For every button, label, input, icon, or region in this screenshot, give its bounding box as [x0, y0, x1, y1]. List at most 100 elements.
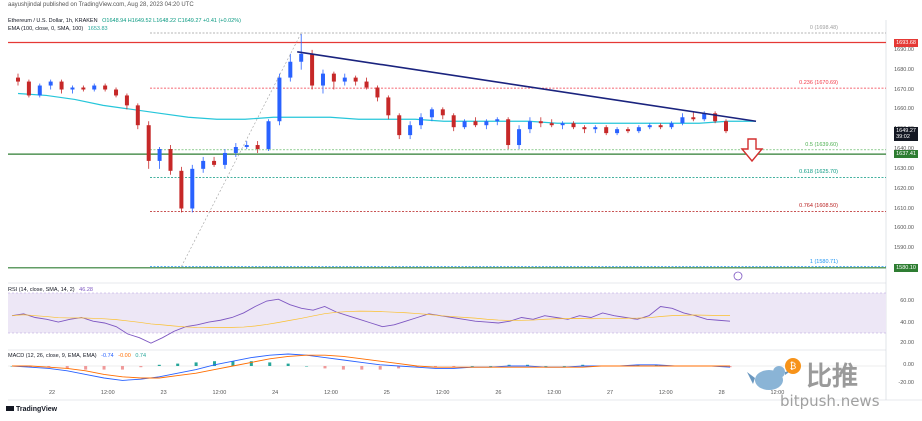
candle-body [582, 127, 587, 130]
candle-body [506, 119, 511, 146]
macd-v2: -0.00 [118, 353, 131, 359]
price-axis-label: 1600.00 [894, 225, 914, 232]
candle-body [462, 121, 467, 128]
candle-body [37, 85, 42, 96]
macd-histogram-bar [415, 366, 419, 368]
price-axis-label: 1670.00 [894, 86, 914, 93]
candle-body [571, 123, 576, 128]
watermark-en: bitpush.news [780, 392, 880, 410]
price-axis-label: 1590.00 [894, 245, 914, 252]
macd-histogram-bar [286, 363, 290, 366]
candle-body [724, 121, 728, 132]
candle-body [190, 168, 195, 209]
macd-histogram-bar [213, 361, 217, 366]
candle-body [331, 73, 336, 82]
fib-label-0.5: 0.5 (1639.60) [805, 141, 838, 148]
macd-histogram-bar [433, 366, 437, 368]
tradingview-logo-icon [6, 406, 14, 411]
macd-axis-20: 20.00 [900, 340, 914, 346]
macd-histogram-bar [139, 366, 143, 368]
candle-body [364, 81, 369, 88]
macd-v3: 0.74 [135, 353, 147, 359]
footer-brand[interactable]: TradingView [6, 406, 57, 413]
candle-body [168, 149, 173, 171]
footer-brand-label: TradingView [16, 406, 58, 413]
time-axis-label: 12:00 [324, 390, 338, 396]
price-axis-label: 1640.00 [894, 146, 914, 152]
macd-histogram-bar [268, 362, 272, 366]
ohlc-values: O1648.94 H1649.52 L1648.22 C1649.27 +0.4… [102, 18, 241, 24]
candle-body [244, 145, 249, 148]
candle-body [81, 87, 86, 90]
candle-body [604, 127, 609, 134]
macd-histogram-bar [544, 366, 548, 367]
candles [16, 33, 728, 213]
candle-body [92, 85, 97, 90]
price-tag-countdown: 39:02 [896, 133, 910, 140]
price-tag: 1649.27 39:02 [894, 126, 918, 141]
candle-body [419, 117, 424, 126]
candle-body [625, 129, 630, 132]
candle-body [484, 121, 489, 126]
candle-body [451, 115, 456, 128]
candle-body [70, 87, 75, 90]
ema-value: 1653.83 [87, 26, 108, 32]
price-axis-label: 1660.00 [894, 106, 914, 113]
candle-body [702, 113, 707, 120]
rsi-legend: RSI (14, close, SMA, 14, 2) 46.28 [8, 287, 93, 293]
fib-label-0: 0 (1698.48) [809, 25, 838, 31]
fib-levels [150, 32, 886, 267]
time-axis-label: 27 [606, 390, 614, 396]
candle-body [48, 81, 53, 86]
time-axis-label: 23 [160, 390, 167, 396]
candle-body [277, 77, 282, 122]
candle-body [201, 160, 206, 169]
macd-histogram-bar [728, 366, 732, 368]
rsi-line [11, 298, 731, 344]
macd-histogram-bar [397, 366, 401, 369]
candle-body [560, 123, 565, 126]
candle-body [397, 115, 402, 136]
macd-histogram-bar [525, 364, 529, 366]
time-axis-label: 22 [48, 390, 56, 396]
candle-body [538, 121, 543, 124]
macd-histogram-bar [84, 366, 88, 370]
macd-histogram-bar [378, 366, 382, 370]
candle-body [517, 129, 522, 146]
time-axis-label: 12:00 [770, 390, 785, 396]
candle-body [691, 117, 696, 120]
rsi-band [8, 293, 886, 333]
macd-histogram-bar [341, 366, 345, 370]
time-axis-label: 12:00 [547, 390, 562, 396]
time-axis-label: 25 [383, 390, 390, 396]
candle-body [179, 170, 184, 209]
fib-label-0.618: 0.618 (1625.70) [799, 169, 838, 176]
macd-histogram-bar [102, 366, 106, 370]
descending-trendline [297, 51, 757, 123]
candle-body [16, 77, 20, 82]
candle-body [408, 125, 413, 136]
price-axis-label: 1620.00 [894, 185, 914, 192]
macd-histogram-bar [507, 364, 511, 366]
macd-histogram-bar [470, 366, 474, 367]
macd-histogram-bar [489, 366, 493, 367]
candle-body [212, 160, 217, 165]
rsi-value: 46.28 [79, 287, 93, 293]
candle-body [299, 53, 304, 62]
candle-body [310, 53, 315, 86]
price-axis-label: 1630.00 [894, 165, 914, 172]
candle-body [680, 117, 685, 124]
rsi-axis-40: 40.00 [900, 320, 914, 326]
macd-pane [8, 353, 886, 381]
candle-body [342, 77, 347, 82]
annotations [181, 32, 764, 281]
macd-histogram-bar [194, 362, 198, 366]
support-resistance-lines [8, 41, 886, 269]
candle-body [124, 95, 129, 106]
candle-body [135, 105, 140, 126]
macd-axis-neg20: -20.00 [898, 380, 914, 386]
time-axis-label: 28 [718, 390, 725, 396]
price-tag: 1693.68 [894, 38, 918, 47]
macd-histogram-bar [323, 366, 327, 369]
price-axis-label: 1680.00 [894, 66, 914, 73]
